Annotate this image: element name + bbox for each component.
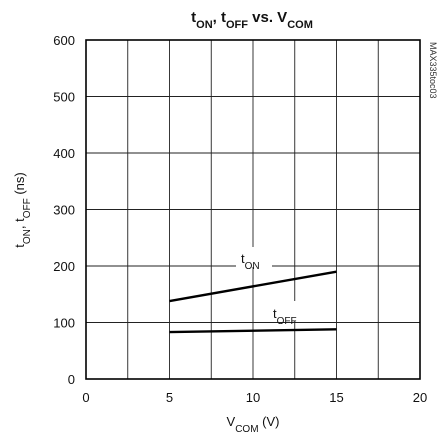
x-tick-label: 0 bbox=[82, 390, 89, 405]
y-tick-label: 400 bbox=[53, 146, 75, 161]
y-tick-label: 0 bbox=[68, 372, 75, 387]
y-tick-labels: 0 100 200 300 400 500 600 bbox=[53, 33, 75, 387]
series-label-ton: tON bbox=[236, 247, 272, 272]
y-tick-label: 300 bbox=[53, 203, 75, 218]
series-label-toff-text: tOFF bbox=[273, 306, 297, 327]
series-line-toff bbox=[169, 328, 337, 334]
x-tick-label: 5 bbox=[166, 390, 173, 405]
x-axis-label: VCOM (V) bbox=[227, 414, 280, 435]
x-tick-labels: 0 5 10 15 20 bbox=[82, 390, 427, 405]
figure-code: MAX335toc03 bbox=[428, 42, 438, 99]
y-tick-label: 200 bbox=[53, 259, 75, 274]
series-label-ton-text: tON bbox=[241, 251, 260, 272]
plot-frame bbox=[85, 39, 421, 380]
series bbox=[169, 270, 337, 334]
grid bbox=[85, 39, 421, 380]
y-tick-label: 600 bbox=[53, 33, 75, 48]
x-tick-label: 10 bbox=[246, 390, 260, 405]
y-axis-label: tON, tOFF (ns) bbox=[12, 172, 33, 247]
y-tick-label: 100 bbox=[53, 316, 75, 331]
x-tick-label: 15 bbox=[329, 390, 343, 405]
series-line-ton bbox=[169, 270, 337, 303]
chart-title: tON, tOFF vs. VCOM bbox=[191, 9, 313, 31]
series-label-toff: tOFF bbox=[270, 301, 310, 327]
x-tick-label: 20 bbox=[413, 390, 427, 405]
y-tick-label: 500 bbox=[53, 90, 75, 105]
